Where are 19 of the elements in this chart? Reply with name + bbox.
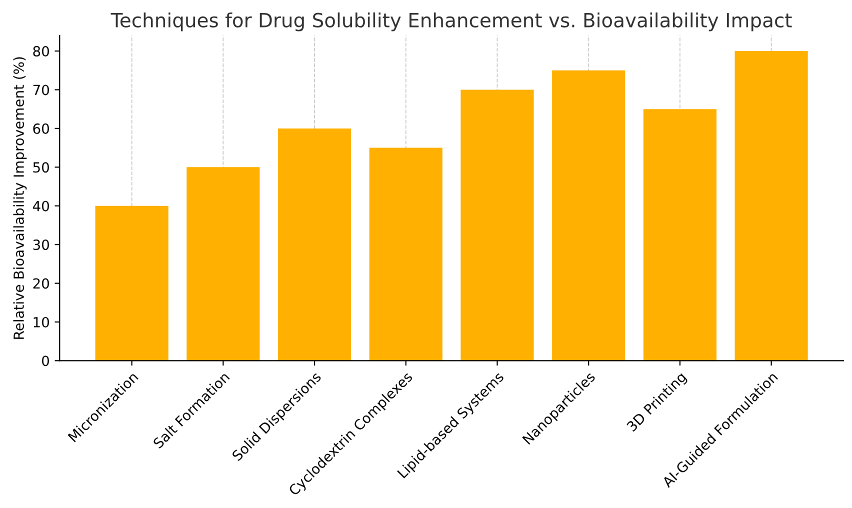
y-tick-label: 40 [32, 200, 49, 212]
bar [460, 90, 534, 361]
y-tick-label: 30 [33, 240, 49, 250]
y-tick-label: 80 [33, 46, 49, 57]
bar [186, 167, 260, 361]
y-tick-label: 0 [42, 356, 49, 366]
y-tick-label: 10 [34, 316, 49, 328]
bar [369, 148, 442, 361]
bar [278, 128, 352, 361]
bar [734, 51, 808, 361]
y-tick-label: 20 [33, 278, 49, 289]
bar [95, 206, 168, 361]
y-axis-title: Relative Bioavailability Improvement (%) [13, 57, 27, 339]
y-tick-label: 70 [33, 84, 49, 96]
y-tick-label: 50 [33, 162, 49, 173]
y-tick-label: 60 [33, 123, 49, 134]
chart-title: Techniques for Drug Solubility Enhancement vs. Bioavailability Impact [110, 12, 792, 32]
bar [643, 109, 716, 361]
bar [552, 70, 626, 361]
